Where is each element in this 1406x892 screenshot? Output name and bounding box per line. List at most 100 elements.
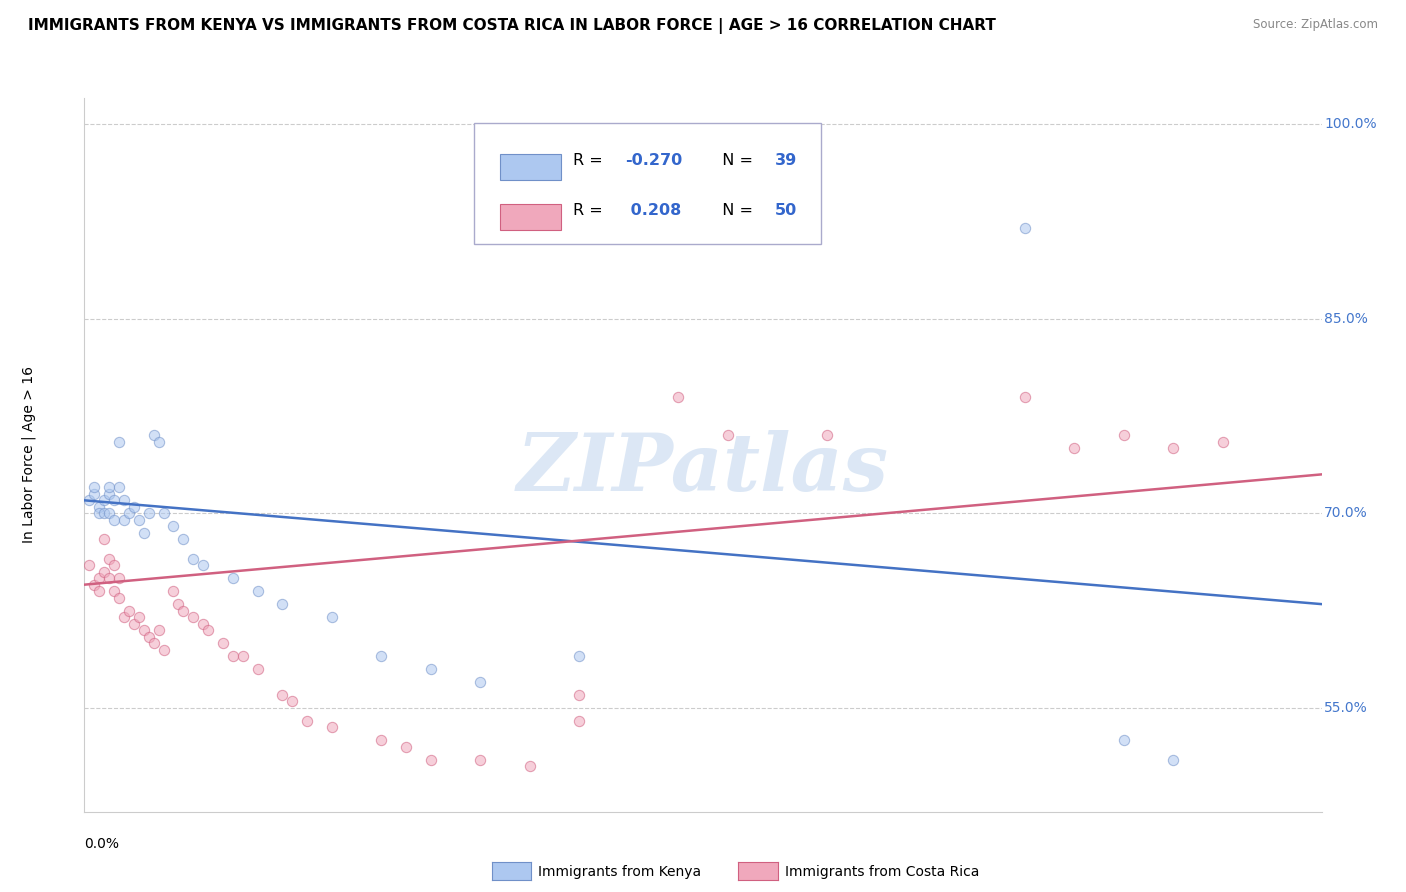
Point (232, 648, 254, 663)
Point (103, 558, 125, 573)
Point (112, 610, 135, 624)
Point (108, 591, 131, 605)
Point (132, 623, 155, 637)
Text: R =: R = (574, 203, 607, 219)
Point (1161, 753, 1184, 767)
Point (191, 616, 214, 631)
Point (89, 506, 111, 520)
Point (470, 675, 492, 690)
Point (93, 493, 115, 508)
Point (212, 636, 235, 650)
Point (83, 487, 105, 501)
Text: N =: N = (711, 153, 758, 169)
Point (118, 604, 141, 618)
Point (568, 688, 591, 702)
Text: 55.0%: 55.0% (1324, 701, 1368, 714)
Point (172, 604, 194, 618)
Point (152, 506, 174, 520)
Point (281, 694, 304, 708)
Text: 85.0%: 85.0% (1324, 311, 1368, 326)
FancyBboxPatch shape (501, 153, 561, 180)
Point (1063, 442, 1085, 456)
Point (122, 616, 145, 631)
Point (112, 513, 135, 527)
Point (1112, 733, 1135, 747)
Point (79, 558, 101, 573)
Point (83, 577, 105, 591)
Point (172, 533, 194, 547)
Point (103, 493, 125, 508)
Point (162, 584, 184, 599)
Text: -0.270: -0.270 (626, 153, 682, 169)
Text: 0.208: 0.208 (626, 203, 682, 219)
Text: 0.0%: 0.0% (84, 837, 120, 851)
FancyBboxPatch shape (474, 123, 821, 244)
Text: IMMIGRANTS FROM KENYA VS IMMIGRANTS FROM COSTA RICA IN LABOR FORCE | AGE > 16 CO: IMMIGRANTS FROM KENYA VS IMMIGRANTS FROM… (28, 18, 995, 34)
Point (112, 493, 135, 508)
Point (519, 759, 541, 773)
Point (370, 733, 392, 747)
Point (89, 571, 111, 585)
Point (271, 597, 294, 611)
Point (295, 714, 318, 728)
Point (246, 662, 269, 676)
Point (148, 434, 170, 449)
Text: R =: R = (574, 153, 607, 169)
FancyBboxPatch shape (501, 203, 561, 230)
Point (419, 753, 441, 767)
Point (108, 571, 131, 585)
Point (246, 584, 269, 599)
Point (98, 487, 121, 501)
Point (395, 739, 418, 754)
Point (181, 610, 204, 624)
Point (93, 506, 115, 520)
Point (83, 480, 105, 494)
Text: 39: 39 (775, 153, 797, 169)
Point (1161, 442, 1184, 456)
Point (321, 720, 343, 734)
Point (148, 623, 170, 637)
Point (103, 584, 125, 599)
Point (79, 493, 101, 508)
Point (89, 500, 111, 514)
Point (98, 571, 121, 585)
Point (1014, 390, 1036, 404)
Point (98, 480, 121, 494)
Text: Immigrants from Costa Rica: Immigrants from Costa Rica (785, 865, 979, 880)
Point (717, 428, 740, 442)
Point (89, 584, 111, 599)
Point (222, 571, 245, 585)
Point (222, 648, 245, 663)
Point (181, 551, 204, 566)
Point (93, 565, 115, 579)
Text: Source: ZipAtlas.com: Source: ZipAtlas.com (1253, 18, 1378, 31)
Point (128, 513, 150, 527)
Point (191, 558, 214, 573)
Point (1014, 220, 1036, 235)
Point (1112, 428, 1135, 442)
Text: 50: 50 (775, 203, 797, 219)
Point (370, 648, 392, 663)
Point (98, 551, 121, 566)
Point (93, 533, 115, 547)
Point (122, 500, 145, 514)
Point (321, 610, 343, 624)
Point (167, 597, 190, 611)
Point (142, 428, 165, 442)
Point (152, 642, 174, 657)
Point (138, 506, 160, 520)
Point (470, 753, 492, 767)
Point (419, 662, 441, 676)
Text: 70.0%: 70.0% (1324, 507, 1368, 520)
Point (568, 714, 591, 728)
Text: In Labor Force | Age > 16: In Labor Force | Age > 16 (21, 367, 37, 543)
Point (108, 480, 131, 494)
Point (108, 434, 131, 449)
Text: N =: N = (711, 203, 758, 219)
Point (666, 390, 689, 404)
Point (815, 428, 838, 442)
Point (132, 525, 155, 540)
Point (271, 688, 294, 702)
Point (162, 519, 184, 533)
Point (568, 648, 591, 663)
